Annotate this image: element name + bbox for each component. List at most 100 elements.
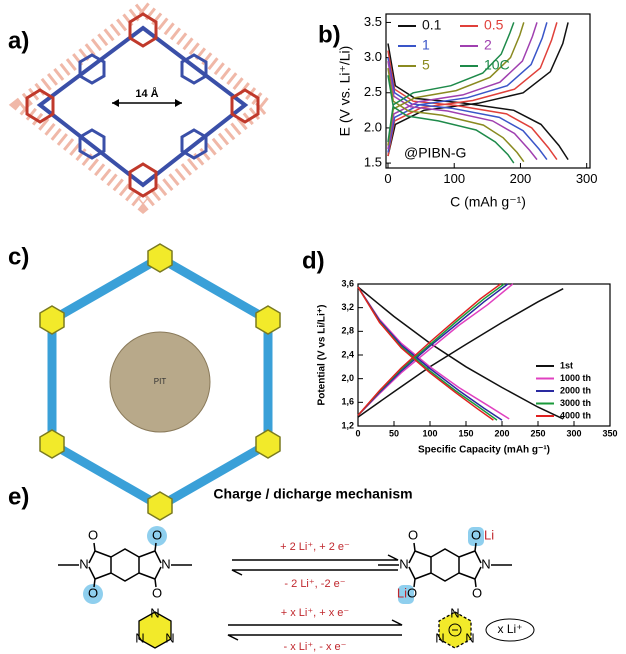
arrow-head [112,99,182,107]
x-tick-label: 350 [602,428,617,438]
legend-label: 1 [422,37,430,53]
atom: N [450,605,459,620]
series-line [387,22,558,161]
y-axis-label: E (V vs. Li⁺/Li) [337,46,353,137]
equilibrium-arrow [231,554,399,576]
y-tick-label: 2.0 [364,119,382,134]
x-tick-label: 200 [494,428,509,438]
atom: N [465,630,474,645]
atom: O [152,585,162,600]
blue-units [78,53,208,160]
y-tick-label: 3,6 [341,278,354,288]
mechanism-title: Charge / dicharge mechanism [213,486,412,502]
atom: N [165,630,174,645]
y-tick-label: 1,2 [341,420,354,430]
atom: O [88,527,98,542]
x-tick-label: 0 [355,428,360,438]
atom: N [79,556,88,571]
annotation: @PIBN-G [404,145,466,161]
triazine [138,611,172,649]
pore-label: 14 Å [135,87,158,100]
product-1: O Li Li O O O N N [378,527,512,604]
series-line [387,22,548,161]
charge-circle [448,623,462,637]
y-tick-label: 2.5 [364,84,382,99]
framework-outline [8,0,277,215]
x-tick-label: 50 [389,428,399,438]
y-axis-label: Potential (V vs Li/Li⁺) [317,305,328,406]
panel-label: d) [302,247,325,274]
bonds [378,542,512,588]
y-tick-label: 2,0 [341,373,354,383]
y-tick-label: 3,2 [341,302,354,312]
counter-ion: x Li⁺ [497,622,522,636]
legend-label: 2000 th [560,385,591,395]
framework-c: PIT [39,243,281,521]
highlight [468,527,484,546]
legend-label: 3000 th [560,398,591,408]
legend-label: 1st [560,360,573,370]
counter-ion-ellipse [485,618,535,642]
atom: O [88,585,98,600]
framework-a: 14 Å [8,0,277,215]
pit-particle [109,331,211,433]
legend-label: 10C [484,57,510,73]
x-axis-label: Specific Capacity (mAh g⁻¹) [418,445,550,456]
reactant-1: O O O O N N [58,526,192,604]
arrows-2: + x Li⁺, + x e⁻ - x Li⁺, - x e⁻ [227,607,403,653]
highlight [147,526,167,546]
plot-frame [385,13,591,169]
legend-label: 0.5 [484,17,504,33]
y-tick-label: 2,8 [341,326,354,336]
y-tick-label: 2,4 [341,349,354,359]
atom: O [152,527,162,542]
series-line [357,283,502,421]
highlight [398,585,414,604]
reverse-condition: - x Li⁺, - x e⁻ [284,641,347,653]
atom: O [407,585,417,600]
series-line [387,22,538,161]
legend-label: 4000 th [560,410,591,420]
x-tick-label: 100 [443,171,465,186]
panel-label: e) [8,483,29,510]
legend-label: 5 [422,57,430,73]
legend-label: 2 [484,37,492,53]
reverse-condition: - 2 Li⁺, -2 e⁻ [284,578,345,590]
atom: Li [397,585,407,600]
reactant-2: N N N [135,605,175,649]
atom: N [481,556,490,571]
x-tick-label: 100 [422,428,437,438]
highlight [83,584,103,604]
atom: O [471,527,481,542]
x-tick-label: 200 [510,171,532,186]
atom: N [161,556,170,571]
y-tick-label: 1,6 [341,397,354,407]
arrows-1: + 2 Li⁺, + 2 e⁻ - 2 Li⁺, -2 e⁻ [231,541,399,590]
atom: N [435,630,444,645]
y-tick-label: 3.5 [364,14,382,29]
product-2: N N N x Li⁺ [435,605,535,649]
red-units [25,12,260,198]
equilibrium-arrow [227,619,403,641]
atom: O [408,527,418,542]
series-line [387,22,515,164]
panel-label: b) [318,21,341,48]
atom: O [472,585,482,600]
bonds [58,542,192,588]
forward-condition: + x Li⁺, + x e⁻ [281,607,350,619]
framework-ring [36,25,249,188]
legend-label: 1000 th [560,373,591,383]
x-tick-label: 0 [384,171,391,186]
atom: Li [484,527,494,542]
triazine-nodes [39,243,281,521]
series-line [387,22,569,161]
series-line [357,283,509,421]
panel-label: a) [8,27,29,54]
x-axis-label: C (mAh g⁻¹) [450,194,526,210]
panel-label: c) [8,243,29,270]
atom: N [135,630,144,645]
forward-condition: + 2 Li⁺, + 2 e⁻ [280,541,350,553]
series-line [357,286,564,420]
y-tick-label: 1.5 [364,155,382,170]
